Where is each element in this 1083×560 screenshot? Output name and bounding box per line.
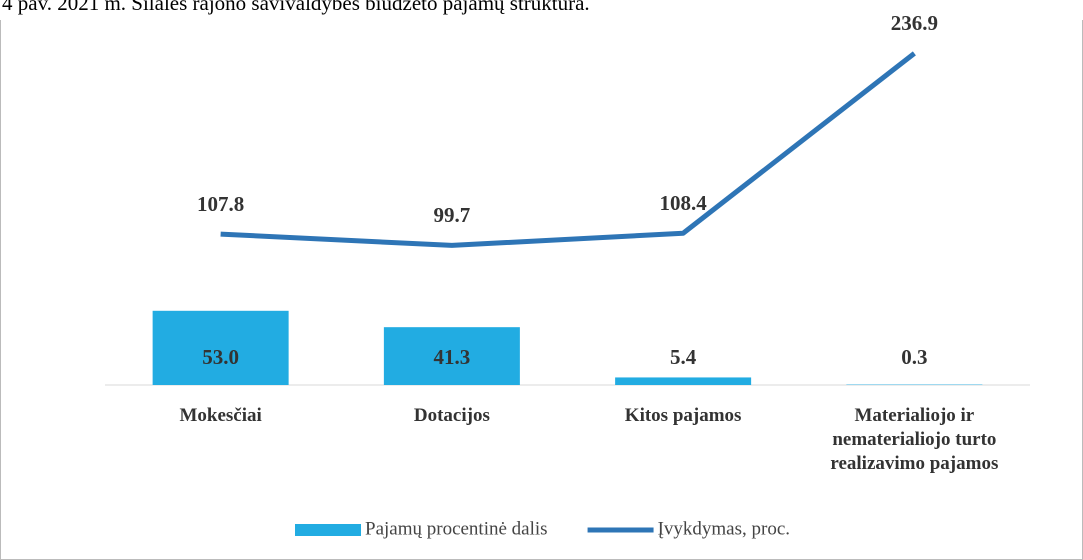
line-label: 107.8 xyxy=(197,192,244,216)
line-label: 108.4 xyxy=(660,191,708,215)
legend-label: Pajamų procentinė dalis xyxy=(365,518,548,539)
line-label: 236.9 xyxy=(891,11,938,35)
bar xyxy=(383,327,520,385)
bar-label: 41.3 xyxy=(434,345,471,369)
bar xyxy=(615,377,752,385)
x-tick-label: Mokesčiai xyxy=(179,405,262,426)
chart-frame xyxy=(0,10,1083,560)
chart-title: 4 pav. 2021 m. Šilalės rajono savivaldyb… xyxy=(2,0,590,15)
x-tick-label: Materialiojo ir nematerialiojo turto rea… xyxy=(830,405,999,474)
legend-label: Įvykdymas, proc. xyxy=(658,518,790,539)
bar-label: 0.3 xyxy=(901,345,927,369)
x-tick-label: Kitos pajamos xyxy=(624,405,742,426)
title-band xyxy=(0,0,1083,20)
bar xyxy=(152,310,289,385)
bar-label: 53.0 xyxy=(202,345,239,369)
legend-swatch xyxy=(295,524,361,536)
x-tick-label: Dotacijos xyxy=(413,405,490,426)
line-label: 99.7 xyxy=(434,203,471,227)
line xyxy=(220,51,916,248)
bar-label: 5.4 xyxy=(670,345,697,369)
